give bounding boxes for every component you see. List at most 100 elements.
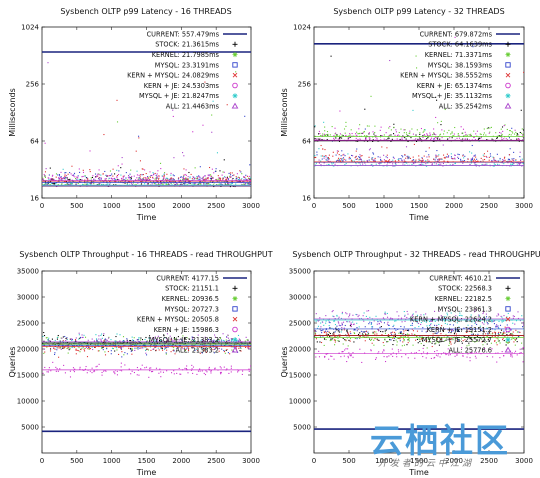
- data-point: [156, 340, 158, 342]
- data-point: [194, 182, 196, 184]
- data-point: [426, 330, 428, 332]
- plot-frame: [313, 26, 525, 199]
- data-point: [136, 339, 138, 341]
- x-tick-label: 0: [312, 202, 316, 210]
- legend-star-marker: [505, 337, 511, 343]
- data-point: [501, 133, 503, 136]
- data-point: [518, 163, 520, 165]
- data-point: [94, 344, 96, 346]
- data-point: [138, 177, 140, 179]
- data-point: [141, 339, 144, 341]
- data-point: [65, 339, 67, 342]
- data-point: [322, 321, 324, 323]
- data-point: [157, 335, 159, 337]
- data-point: [92, 348, 94, 351]
- legend-entry-label: CURRENT: 557.479ms: [147, 30, 220, 38]
- data-point: [435, 157, 437, 159]
- data-point: [216, 347, 218, 349]
- data-point: [415, 134, 417, 136]
- data-point: [157, 178, 160, 180]
- data-point: [420, 127, 423, 130]
- data-point: [344, 132, 346, 134]
- data-point: [499, 131, 501, 134]
- data-point: [459, 312, 461, 314]
- data-point: [104, 369, 106, 371]
- data-point: [505, 344, 507, 346]
- data-point: [387, 334, 390, 336]
- data-point: [69, 347, 71, 349]
- data-point: [478, 320, 480, 322]
- data-point: [404, 160, 406, 162]
- data-point: [456, 340, 458, 342]
- data-point: [441, 137, 443, 139]
- data-point: [354, 332, 356, 335]
- data-point: [199, 344, 202, 346]
- data-point: [185, 169, 187, 171]
- data-point: [395, 320, 397, 322]
- data-point: [124, 182, 126, 184]
- data-point: [130, 350, 132, 352]
- data-point: [63, 177, 65, 179]
- data-point: [473, 162, 475, 164]
- data-point: [344, 164, 346, 166]
- data-point: [437, 164, 439, 166]
- data-point: [121, 351, 123, 353]
- data-point: [438, 158, 440, 160]
- data-point: [446, 132, 448, 134]
- legend-entry-label: KERN + JE: 19151.2: [427, 326, 492, 334]
- data-point: [206, 345, 208, 347]
- data-point: [158, 177, 160, 179]
- data-point: [443, 160, 445, 162]
- series-*-points: [320, 55, 524, 138]
- data-point: [371, 326, 374, 328]
- data-point: [402, 333, 404, 335]
- data-point: [401, 336, 403, 338]
- data-point: [493, 165, 495, 167]
- data-point: [446, 353, 448, 355]
- data-point: [500, 332, 502, 334]
- data-point: [379, 320, 381, 322]
- data-point: [486, 327, 488, 329]
- data-point: [449, 342, 451, 344]
- data-point: [338, 322, 340, 324]
- data-point: [492, 320, 494, 322]
- data-point: [157, 170, 159, 172]
- data-point: [155, 183, 157, 186]
- data-point: [519, 163, 521, 165]
- data-point: [219, 177, 221, 179]
- data-point: [504, 156, 506, 158]
- data-point: [166, 181, 168, 183]
- data-point: [514, 338, 516, 340]
- data-point: [181, 179, 184, 181]
- data-point: [126, 338, 128, 340]
- data-point: [446, 323, 448, 325]
- data-point: [412, 109, 414, 111]
- data-point: [402, 341, 404, 343]
- data-point: [450, 312, 452, 314]
- data-point: [163, 335, 165, 337]
- data-point: [106, 347, 108, 349]
- legend-circle-marker: [232, 82, 238, 89]
- data-point: [123, 345, 125, 347]
- data-point: [315, 156, 317, 159]
- data-point: [109, 183, 111, 185]
- data-point: [226, 104, 228, 106]
- data-point: [405, 334, 407, 336]
- data-point: [233, 174, 235, 176]
- x-axis-label: Time: [408, 213, 429, 222]
- x-axis-label: Time: [408, 468, 429, 477]
- data-point: [79, 341, 81, 344]
- data-point: [486, 355, 488, 358]
- data-point: [419, 133, 421, 135]
- data-point: [149, 176, 152, 178]
- data-point: [427, 159, 429, 161]
- data-point: [508, 154, 511, 156]
- data-point: [456, 322, 458, 324]
- data-point: [159, 184, 161, 186]
- data-point: [388, 327, 390, 330]
- data-point: [422, 160, 424, 162]
- data-point: [185, 177, 187, 179]
- data-point: [341, 351, 343, 353]
- data-point: [390, 354, 392, 356]
- data-point: [369, 137, 371, 139]
